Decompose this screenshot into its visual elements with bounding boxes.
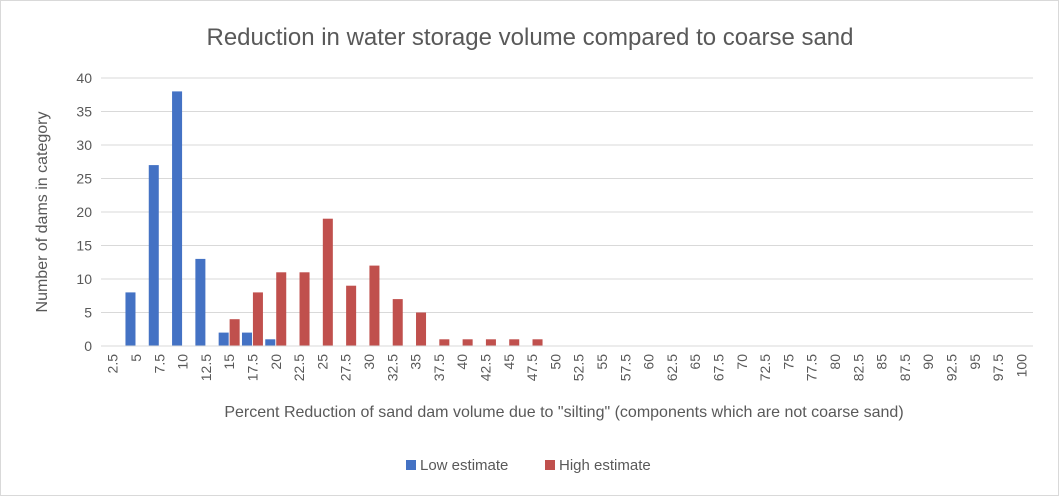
x-tick-label: 60: [641, 354, 657, 370]
x-tick-label: 32.5: [384, 354, 400, 381]
x-tick-label: 52.5: [571, 354, 587, 381]
bar-low-estimate: [172, 91, 183, 347]
x-tick-label: 67.5: [710, 354, 726, 381]
x-tick-label: 37.5: [431, 354, 447, 381]
bar-high-estimate: [462, 339, 473, 346]
x-tick-label: 90: [920, 354, 936, 370]
x-tick-label: 65: [687, 354, 703, 370]
y-tick-label: 25: [76, 171, 92, 187]
bar-low-estimate: [265, 339, 276, 346]
y-tick-label: 35: [76, 104, 92, 120]
x-tick-label: 77.5: [804, 354, 820, 381]
legend-swatch-low-estimate: [406, 460, 416, 470]
x-tick-label: 35: [408, 354, 424, 370]
y-tick-label: 10: [76, 271, 92, 287]
x-tick-label: 57.5: [617, 354, 633, 381]
x-tick-label: 10: [175, 354, 191, 370]
bar-low-estimate: [195, 258, 206, 346]
bar-low-estimate: [148, 165, 159, 346]
bar-high-estimate: [346, 285, 357, 346]
bar-high-estimate: [532, 339, 543, 346]
bar-high-estimate: [252, 292, 263, 346]
bar-high-estimate: [276, 272, 287, 346]
x-tick-label: 62.5: [664, 354, 680, 381]
x-tick-label: 70: [734, 354, 750, 370]
x-tick-label: 22.5: [291, 354, 307, 381]
y-axis-label: Number of dams in category: [34, 112, 51, 313]
x-axis-ticks: 2.5 5 7.5 10 12.5 15 17.5 20 22.5 25 27.5 30 32.5 35 3…: [105, 354, 1030, 381]
legend: Low estimate High estimate: [406, 457, 651, 474]
bar-high-estimate: [299, 272, 310, 346]
bar-high-estimate: [416, 312, 427, 346]
x-tick-label: 95: [967, 354, 983, 370]
x-tick-label: 17.5: [244, 354, 260, 381]
x-tick-label: 97.5: [990, 354, 1006, 381]
x-tick-label: 92.5: [943, 354, 959, 381]
legend-swatch-high-estimate: [545, 460, 555, 470]
y-tick-label: 20: [76, 204, 92, 220]
x-tick-label: 2.5: [105, 354, 121, 374]
x-tick-label: 50: [547, 354, 563, 370]
bar-low-estimate: [125, 292, 136, 346]
x-tick-label: 27.5: [338, 354, 354, 381]
x-tick-label: 82.5: [850, 354, 866, 381]
x-tick-label: 87.5: [897, 354, 913, 381]
x-tick-label: 42.5: [477, 354, 493, 381]
bar-high-estimate: [229, 319, 240, 346]
x-tick-label: 30: [361, 354, 377, 370]
bar-high-estimate: [392, 299, 403, 346]
x-tick-label: 5: [128, 354, 144, 362]
bar-low-estimate: [218, 332, 229, 346]
x-tick-label: 85: [874, 354, 890, 370]
bar-low-estimate: [241, 332, 252, 346]
legend-label-high-estimate: High estimate: [559, 457, 651, 474]
bar-high-estimate: [509, 339, 520, 346]
chart-title: Reduction in water storage volume compar…: [206, 24, 853, 51]
x-tick-label: 75: [780, 354, 796, 370]
x-tick-label: 25: [314, 354, 330, 370]
y-tick-label: 40: [76, 70, 92, 86]
x-tick-label: 40: [454, 354, 470, 370]
bar-high-estimate: [369, 265, 380, 346]
x-tick-label: 12.5: [198, 354, 214, 381]
x-tick-label: 7.5: [151, 354, 167, 374]
bars: [125, 91, 543, 347]
y-tick-label: 30: [76, 137, 92, 153]
x-tick-label: 55: [594, 354, 610, 370]
x-tick-label: 80: [827, 354, 843, 370]
x-tick-label: 45: [501, 354, 517, 370]
y-tick-label: 0: [84, 338, 92, 354]
x-tick-label: 72.5: [757, 354, 773, 381]
bar-high-estimate: [322, 218, 333, 346]
gridlines: [101, 77, 1033, 313]
x-tick-label: 47.5: [524, 354, 540, 381]
x-tick-label: 100: [1013, 354, 1029, 378]
y-tick-label: 5: [84, 305, 92, 321]
x-tick-label: 20: [268, 354, 284, 370]
bar-high-estimate: [485, 339, 496, 346]
legend-label-low-estimate: Low estimate: [420, 457, 508, 474]
bar-high-estimate: [439, 339, 450, 346]
x-axis-label: Percent Reduction of sand dam volume due…: [224, 404, 903, 421]
x-tick-label: 15: [221, 354, 237, 370]
y-tick-label: 15: [76, 238, 92, 254]
y-axis-ticks: 0 5 10 15 20 25 30 35 40: [76, 70, 92, 354]
